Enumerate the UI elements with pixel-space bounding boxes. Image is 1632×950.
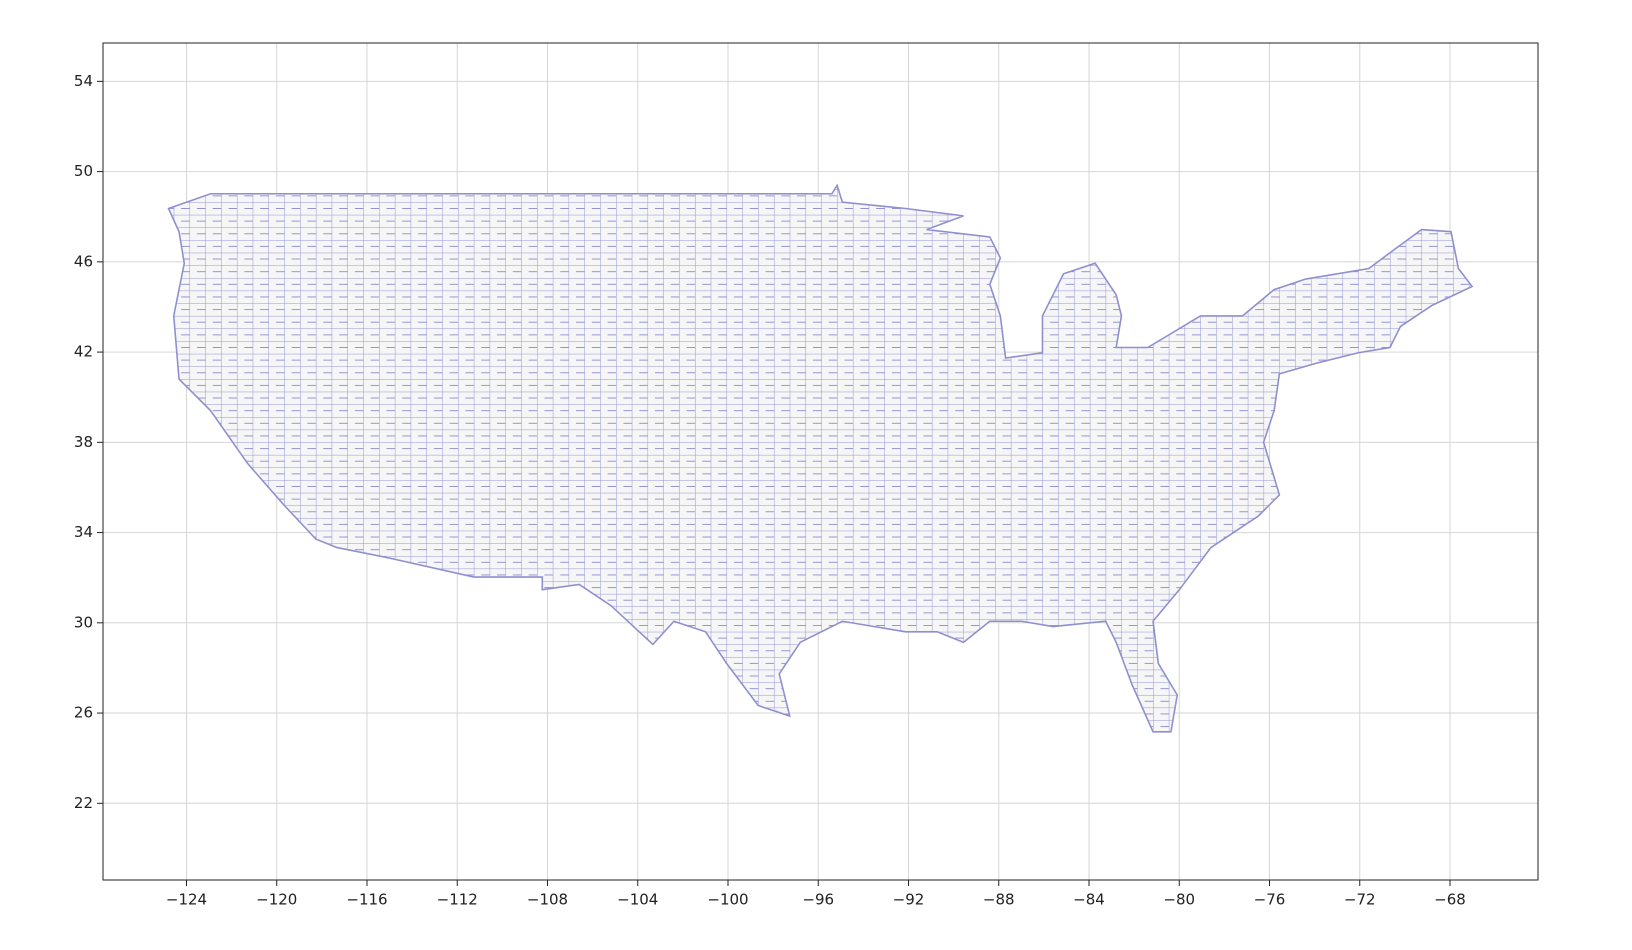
y-tick-label: 38: [74, 433, 93, 451]
x-tick-label: −80: [1163, 891, 1195, 909]
x-tick-label: −108: [527, 891, 568, 909]
x-tick-label: −96: [802, 891, 834, 909]
x-tick-label: −116: [346, 891, 387, 909]
y-tick-label: 30: [74, 613, 93, 631]
x-tick-label: −76: [1254, 891, 1286, 909]
axes-frame: [102, 42, 1539, 881]
x-tick-label: −72: [1344, 891, 1376, 909]
y-tick-label: 22: [74, 794, 93, 812]
x-tick-label: −112: [437, 891, 478, 909]
y-tick-label: 50: [74, 162, 93, 180]
y-tick-label: 34: [74, 523, 93, 541]
x-tick-label: −104: [617, 891, 658, 909]
x-tick-label: −100: [707, 891, 748, 909]
y-tick-label: 46: [74, 252, 93, 270]
x-tick-label: −68: [1434, 891, 1466, 909]
y-tick-label: 54: [74, 72, 93, 90]
y-tick-label: 42: [74, 343, 93, 361]
x-tick-label: −84: [1073, 891, 1105, 909]
us-map: [167, 183, 1474, 733]
us-outline: [167, 183, 1474, 733]
x-tick-label: −120: [256, 891, 297, 909]
y-tick-label: 26: [74, 704, 93, 722]
x-tick-label: −92: [893, 891, 925, 909]
x-tick-label: −124: [166, 891, 207, 909]
x-tick-label: −88: [983, 891, 1015, 909]
